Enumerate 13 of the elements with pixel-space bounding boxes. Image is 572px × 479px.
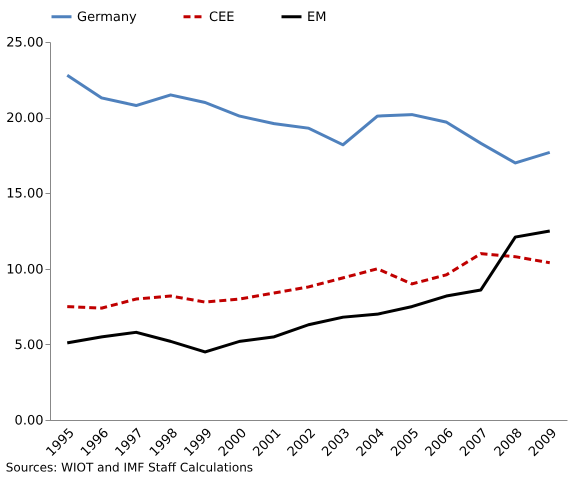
y-tick-label: 20.00 [6, 111, 44, 126]
source-note: Sources: WIOT and IMF Staff Calculations [6, 460, 254, 475]
line-series [66, 74, 552, 164]
legend-label: CEE [209, 10, 235, 25]
y-tick-label: 15.00 [6, 186, 44, 202]
legend-label: EM [307, 10, 326, 25]
line-series [66, 252, 552, 310]
y-tick-label: 5.00 [14, 338, 44, 353]
y-tick-label: 0.00 [14, 414, 44, 428]
line-series [66, 230, 552, 354]
legend-label: Germany [77, 10, 138, 25]
y-tick-label: 25.00 [6, 36, 44, 50]
y-tick-label: 10.00 [6, 262, 44, 278]
